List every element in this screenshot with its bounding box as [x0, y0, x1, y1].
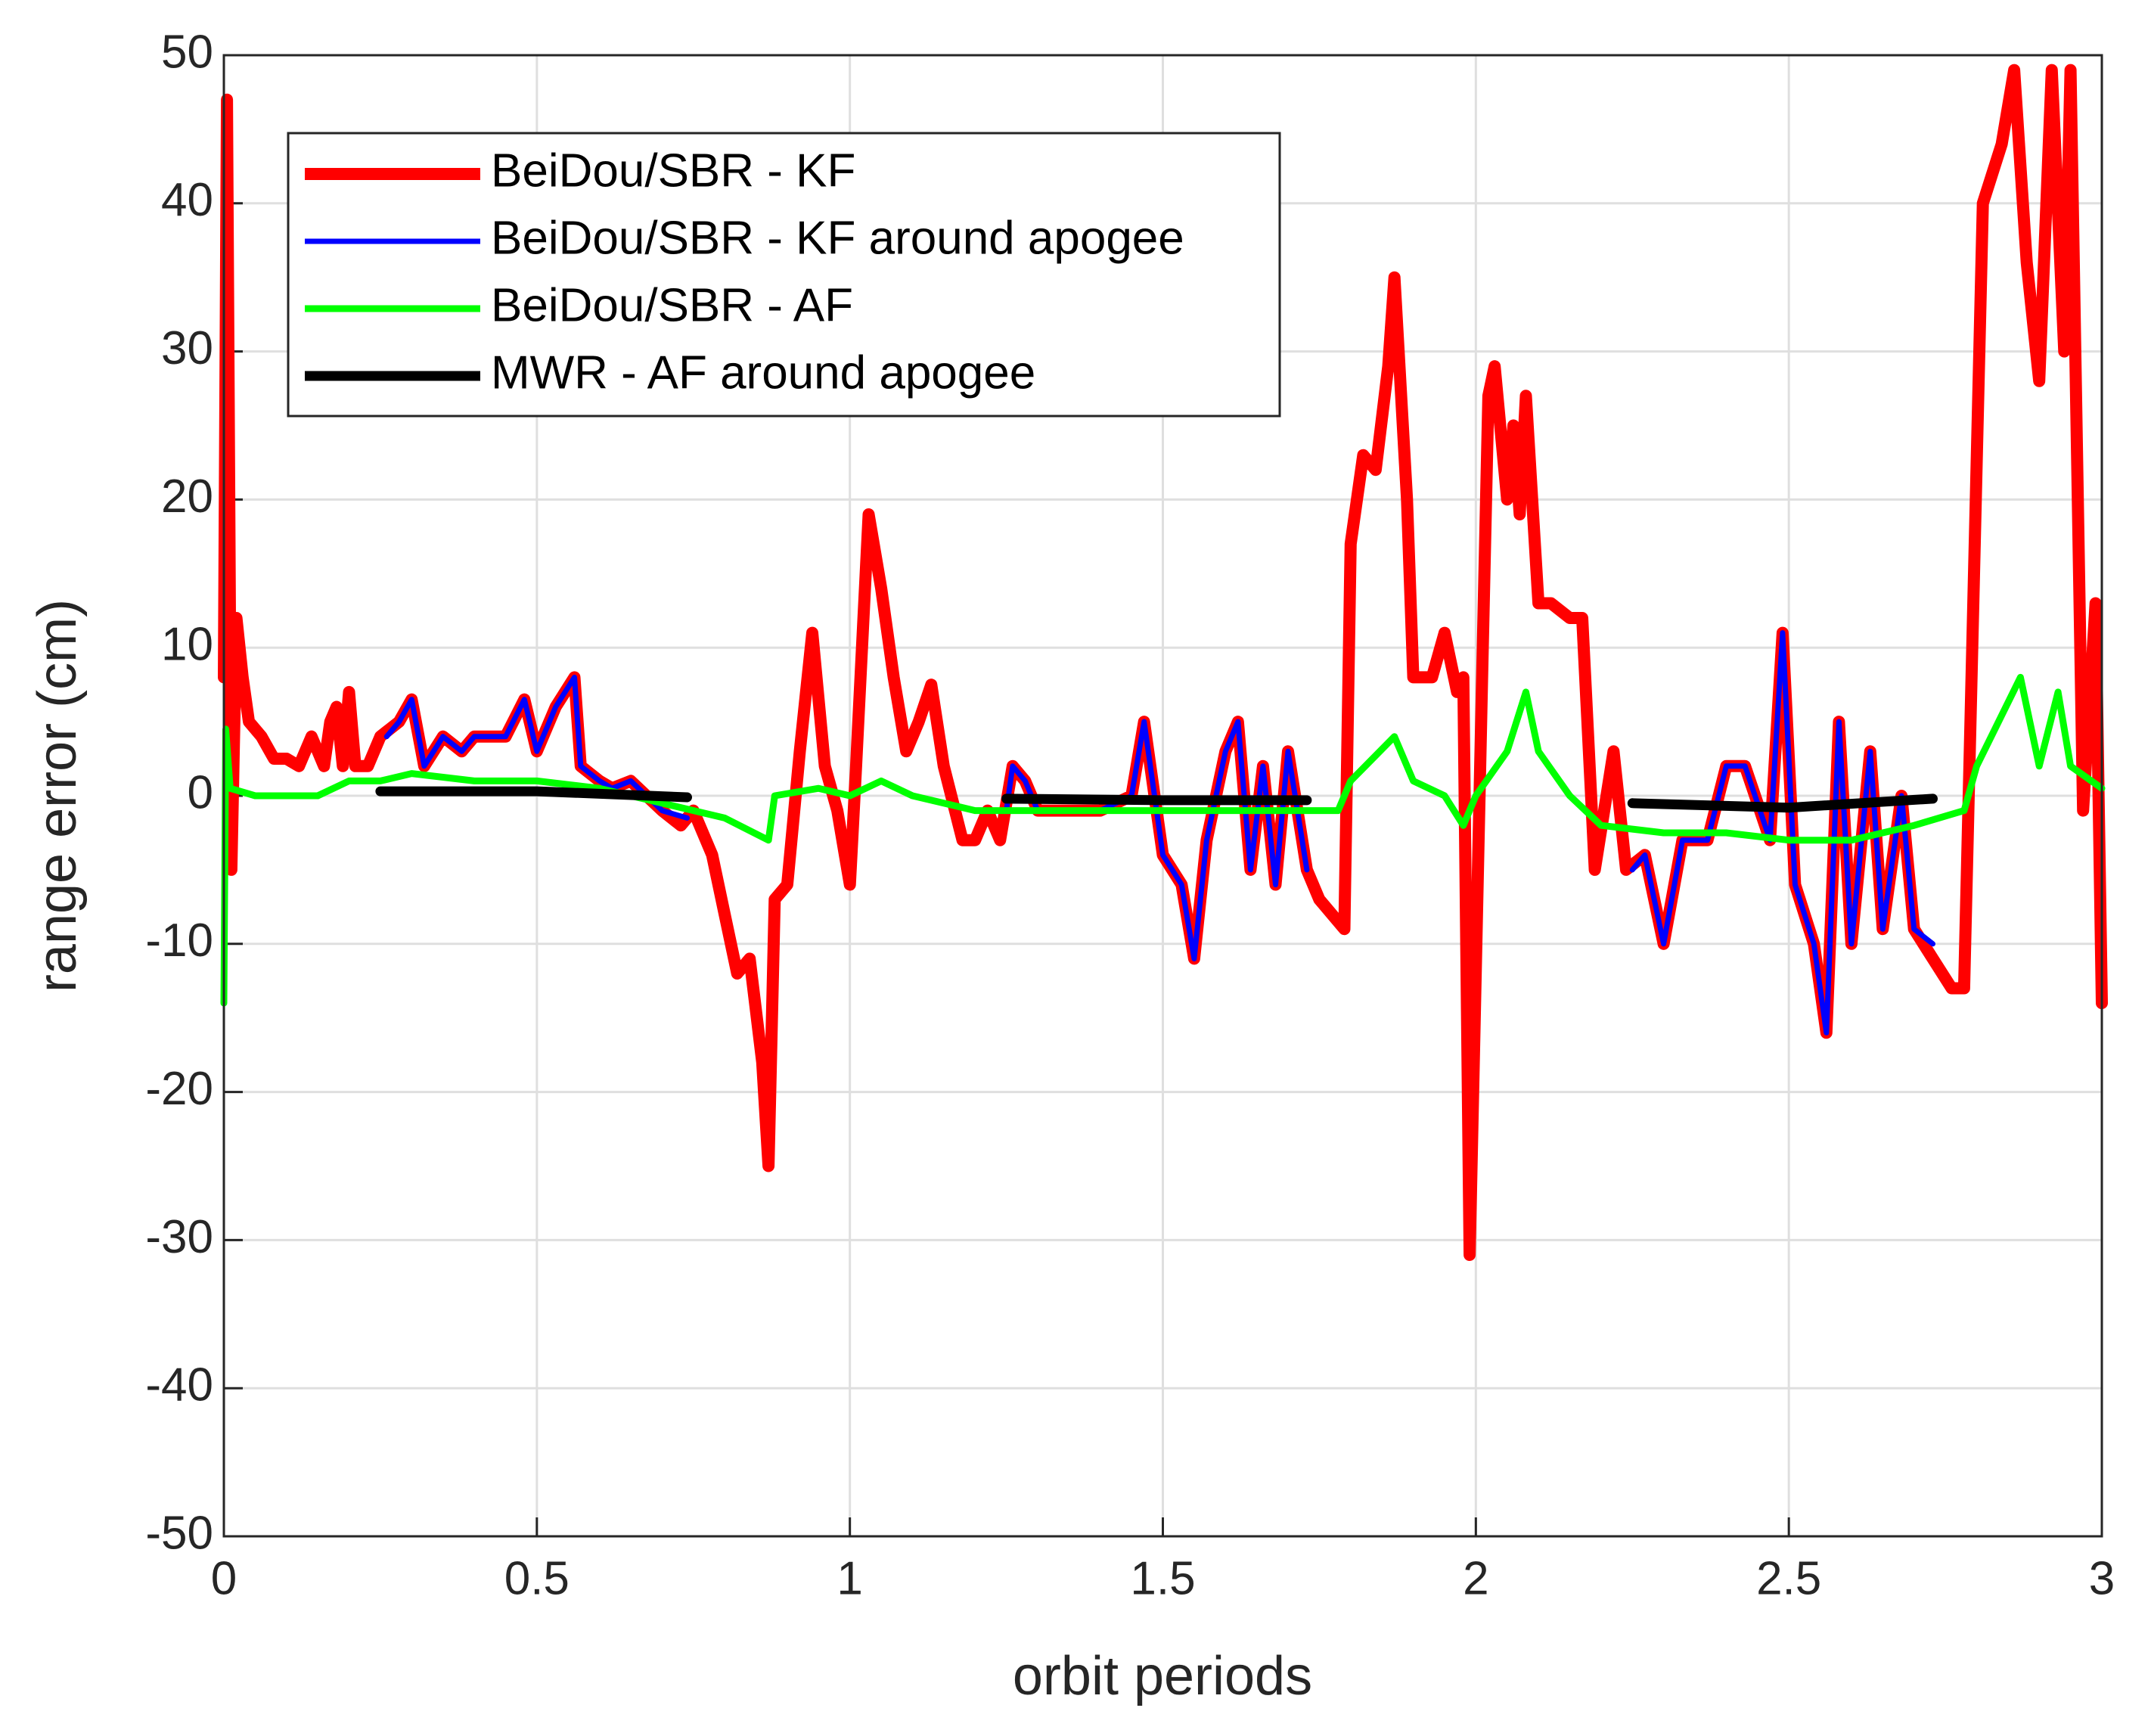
y-tick-label: -30 — [145, 1211, 213, 1263]
legend-label: BeiDou/SBR - AF — [491, 279, 853, 331]
y-tick-label: 20 — [161, 470, 213, 523]
legend-label: MWR - AF around apogee — [491, 346, 1035, 399]
y-tick-label: 30 — [161, 322, 213, 374]
y-tick-label: -40 — [145, 1359, 213, 1411]
x-tick-label: 1.5 — [1130, 1552, 1195, 1604]
x-tick-label: 2 — [1463, 1552, 1488, 1604]
y-tick-label: 50 — [161, 26, 213, 78]
x-tick-label: 3 — [2089, 1552, 2115, 1604]
legend-box — [287, 132, 1281, 418]
series-line — [375, 786, 1938, 813]
y-axis-label: range error (cm) — [27, 599, 88, 992]
legend-label: BeiDou/SBR - KF — [491, 144, 855, 197]
axes-box — [222, 54, 2103, 1538]
x-axis-label: orbit periods — [1013, 1646, 1312, 1706]
y-tick-label: 10 — [161, 619, 213, 671]
x-tick-label: 2.5 — [1756, 1552, 1821, 1604]
legend-label: BeiDou/SBR - KF around apogee — [491, 212, 1184, 264]
y-tick-label: -20 — [145, 1063, 213, 1115]
x-tick-label: 1 — [836, 1552, 862, 1604]
y-tick-label: 40 — [161, 174, 213, 226]
y-tick-label: -10 — [145, 915, 213, 967]
y-tick-label: 0 — [188, 766, 213, 818]
y-tick-label: -50 — [145, 1507, 213, 1559]
x-tick-label: 0 — [211, 1552, 237, 1604]
series-line — [220, 673, 2106, 1007]
x-tick-label: 0.5 — [504, 1552, 570, 1604]
